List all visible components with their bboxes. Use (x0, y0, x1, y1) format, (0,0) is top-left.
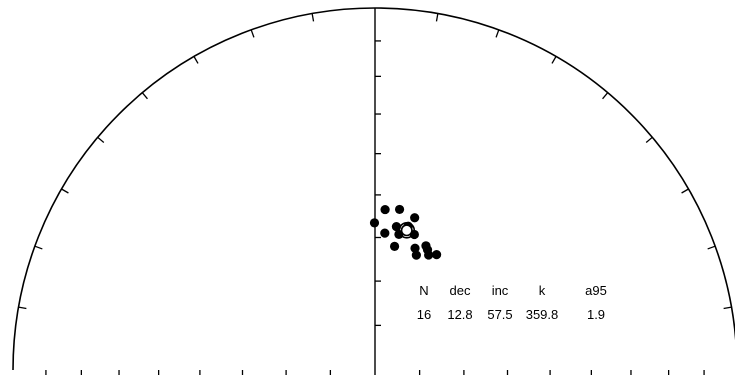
value-inc: 57.5 (487, 307, 513, 322)
value-k: 359.8 (525, 307, 559, 322)
data-point (389, 241, 400, 251)
header-n: N (419, 283, 429, 298)
circle-tick (707, 245, 716, 250)
circle-tick (97, 136, 105, 143)
a95-circle (398, 222, 416, 239)
circle-tick (193, 56, 199, 64)
data-point (369, 218, 380, 228)
circle-tick (495, 29, 500, 38)
data-point (421, 241, 431, 251)
data-point (424, 250, 434, 260)
circle-tick (681, 188, 689, 194)
data-points (369, 204, 442, 260)
circle-tick (61, 188, 69, 194)
value-n: 16 (416, 307, 432, 322)
circle-tick (645, 136, 653, 143)
value-dec: 12.8 (447, 307, 473, 322)
circle-tick (602, 92, 609, 100)
circle-tick (723, 306, 732, 310)
circle-tick (250, 29, 255, 38)
circle-tick (435, 13, 439, 22)
circle-tick (34, 245, 43, 250)
circle-tick (141, 92, 148, 100)
data-point (380, 228, 390, 238)
circle-tick (551, 56, 557, 64)
data-point (410, 213, 420, 223)
data-point (394, 204, 405, 215)
header-inc: inc (491, 283, 509, 298)
circle-tick (311, 13, 315, 22)
header-a95: a95 (585, 283, 607, 298)
mean-point (400, 224, 413, 237)
data-point (431, 250, 442, 260)
stereonet-frame (12, 7, 735, 375)
value-a95: 1.9 (586, 307, 606, 322)
data-point (410, 243, 420, 253)
data-point (411, 250, 421, 260)
header-k: k (538, 283, 546, 298)
primitive-circle (12, 7, 735, 371)
tick-marks (18, 13, 732, 375)
circle-tick (18, 306, 27, 310)
data-point (380, 204, 390, 215)
header-dec: dec (449, 283, 471, 298)
mean-direction (398, 222, 416, 239)
